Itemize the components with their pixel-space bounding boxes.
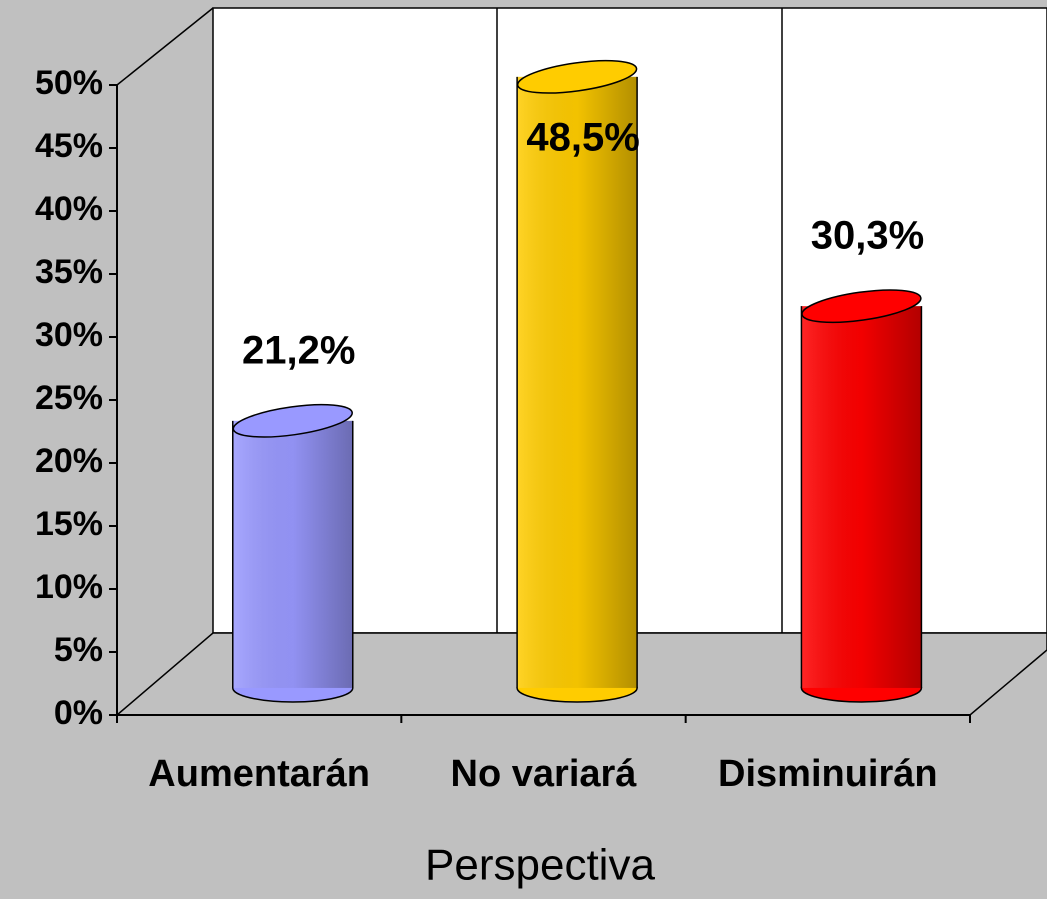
x-tick-label: Aumentarán <box>148 753 370 795</box>
bar-top <box>516 59 638 94</box>
y-tick-label: 25% <box>35 379 103 417</box>
bar-shade <box>801 306 922 688</box>
y-tick-label: 35% <box>35 253 103 291</box>
value-label: 30,3% <box>811 214 924 258</box>
value-label: 21,2% <box>242 328 355 372</box>
bar-shade <box>517 76 638 688</box>
y-tick-label: 45% <box>35 127 103 165</box>
x-tick-label: Disminuirán <box>718 753 938 795</box>
x-axis-title: Perspectiva <box>425 841 655 890</box>
y-tick-label: 5% <box>54 631 103 669</box>
y-tick-label: 40% <box>35 190 103 228</box>
y-tick-label: 0% <box>54 694 103 732</box>
side-wall-edge <box>116 7 214 86</box>
bar-shade <box>232 420 353 688</box>
y-tick-label: 50% <box>35 64 103 102</box>
value-label: 48,5% <box>526 116 639 160</box>
bar-top <box>801 289 922 324</box>
y-tick-label: 30% <box>35 316 103 354</box>
y-tick-label: 10% <box>35 568 103 606</box>
y-tick-label: 15% <box>35 505 103 543</box>
x-tick-label: No variará <box>451 753 638 795</box>
bar-top <box>232 403 353 438</box>
y-tick-label: 20% <box>35 442 103 480</box>
